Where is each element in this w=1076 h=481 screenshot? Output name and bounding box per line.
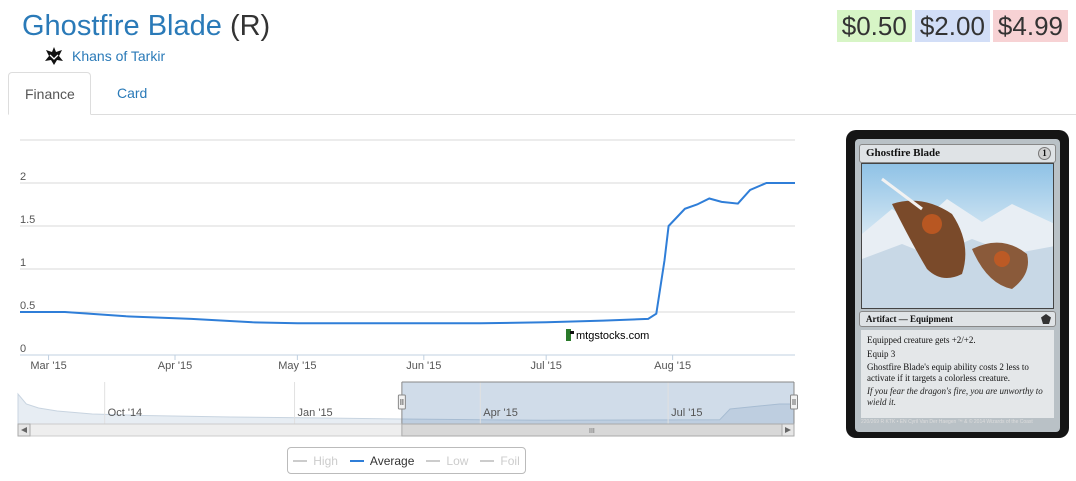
khans-clan-icon bbox=[45, 47, 63, 65]
legend-label: Low bbox=[446, 453, 469, 468]
navigator-handle-left[interactable] bbox=[397, 394, 406, 410]
watermark-icon-bar bbox=[570, 331, 574, 334]
rules-text-line: Equipped creature gets +2/+2. bbox=[867, 335, 976, 345]
x-tick-label: Jun '15 bbox=[406, 360, 441, 372]
set-row: Khans of Tarkir bbox=[44, 45, 165, 67]
legend-swatch bbox=[426, 459, 441, 462]
card-rarity: (R) bbox=[229, 10, 271, 42]
chart-grid bbox=[20, 139, 795, 313]
legend-item-low[interactable]: Low bbox=[426, 454, 468, 468]
y-tick-label: 0.5 bbox=[20, 300, 35, 312]
navigator-label: Jul '15 bbox=[671, 407, 702, 419]
copyright: ™ & © 2014 Wizards of the Coast bbox=[957, 419, 1033, 425]
price-chart[interactable]: 0 0.5 1 1.5 2 Mar '15 Apr '15 May '15 Jun '15 Ju… bbox=[0, 0, 800, 380]
navigator-label: Oct '14 bbox=[108, 407, 143, 419]
average-series-line[interactable] bbox=[20, 182, 795, 325]
watermark-icon bbox=[566, 329, 571, 341]
card-image: Ghostfire Blade 1 Artifact — Equipment bbox=[846, 130, 1069, 438]
navigator-labels: Oct '14 Jan '15 Apr '15 Jul '15 bbox=[108, 407, 703, 419]
set-line: KTK • EN bbox=[885, 419, 907, 425]
x-tick-label: Jul '15 bbox=[530, 360, 561, 372]
card-image-title: Ghostfire Blade 1 bbox=[859, 144, 1056, 163]
y-tick-label: 0 bbox=[20, 343, 26, 355]
artwork-illustration bbox=[862, 177, 1053, 308]
navigator-label: Jan '15 bbox=[298, 407, 333, 419]
card-type-text: Artifact — Equipment bbox=[866, 314, 953, 324]
artist-name: Cyril Van Der Haegen bbox=[908, 419, 957, 425]
y-tick-label: 1 bbox=[20, 257, 26, 269]
legend-swatch bbox=[349, 459, 364, 462]
legend-swatch bbox=[293, 459, 308, 462]
set-symbol-icon bbox=[1041, 314, 1051, 324]
y-tick-label: 1.5 bbox=[20, 214, 35, 226]
watermark-text: mtgstocks.com bbox=[576, 330, 649, 342]
x-axis-labels: Mar '15 Apr '15 May '15 Jun '15 Jul '15 Aug '… bbox=[30, 360, 691, 372]
tab-finance[interactable]: Finance bbox=[8, 72, 91, 115]
scrollbar-grip: III bbox=[589, 428, 595, 435]
legend-item-average[interactable]: Average bbox=[349, 453, 415, 468]
navigator-handle-right[interactable] bbox=[790, 394, 798, 410]
rules-text-line: Equip 3 bbox=[867, 348, 896, 359]
rules-text-line: Ghostfire Blade's equip ability costs 2 … bbox=[867, 362, 1029, 383]
legend-label: Foil bbox=[500, 453, 520, 468]
x-tick-label: Mar '15 bbox=[30, 360, 66, 372]
collector-number: 220/269 R bbox=[861, 419, 885, 425]
page-title: Ghostfire Blade (R) bbox=[22, 8, 270, 44]
x-tick-label: Aug '15 bbox=[654, 360, 691, 372]
scroll-right-arrow-icon bbox=[785, 427, 791, 433]
legend-label: Average bbox=[369, 453, 415, 468]
set-link[interactable]: Khans of Tarkir bbox=[72, 48, 166, 64]
x-tick-label: May '15 bbox=[278, 360, 316, 372]
chart-navigator[interactable]: Oct '14 Jan '15 Apr '15 Jul '15 III bbox=[0, 378, 800, 438]
navigator-series bbox=[17, 392, 795, 425]
legend-swatch bbox=[480, 459, 495, 462]
legend-item-high[interactable]: High bbox=[293, 454, 338, 468]
navigator-label: Apr '15 bbox=[483, 407, 518, 419]
card-text-box: Equipped creature gets +2/+2. Equip 3 Gh… bbox=[861, 330, 1054, 418]
card-artwork bbox=[861, 163, 1054, 309]
legend-label: High bbox=[313, 453, 338, 468]
card-footer: 220/269 R KTK • EN Cyril Van Der Haegen … bbox=[861, 420, 1054, 430]
tab-bar: Finance Card bbox=[8, 72, 1076, 115]
card-image-name: Ghostfire Blade bbox=[866, 147, 941, 159]
price-summary: $0.50 $2.00 $4.99 bbox=[836, 10, 1068, 42]
scroll-left-arrow-icon bbox=[21, 427, 27, 433]
high-price: $4.99 bbox=[992, 10, 1068, 42]
tab-card[interactable]: Card bbox=[117, 85, 148, 101]
x-axis-ticks bbox=[48, 355, 674, 360]
legend-item-foil[interactable]: Foil bbox=[480, 453, 520, 468]
flavor-text: If you fear the dragon's fire, you are u… bbox=[867, 386, 1043, 407]
navigator-selected-range[interactable] bbox=[401, 382, 794, 425]
card-name[interactable]: Ghostfire Blade bbox=[22, 10, 222, 42]
average-price: $2.00 bbox=[914, 10, 990, 42]
card-frame: Ghostfire Blade 1 Artifact — Equipment bbox=[855, 139, 1060, 432]
y-tick-label: 2 bbox=[20, 171, 26, 183]
watermark: mtgstocks.com bbox=[566, 329, 649, 342]
mana-cost-icon: 1 bbox=[1038, 147, 1051, 160]
x-tick-label: Apr '15 bbox=[158, 360, 193, 372]
y-axis-labels: 0 0.5 1 1.5 2 bbox=[20, 171, 35, 355]
chart-legend: High Average Low Foil bbox=[287, 447, 526, 474]
low-price: $0.50 bbox=[836, 10, 912, 42]
card-type-line: Artifact — Equipment bbox=[859, 311, 1056, 327]
